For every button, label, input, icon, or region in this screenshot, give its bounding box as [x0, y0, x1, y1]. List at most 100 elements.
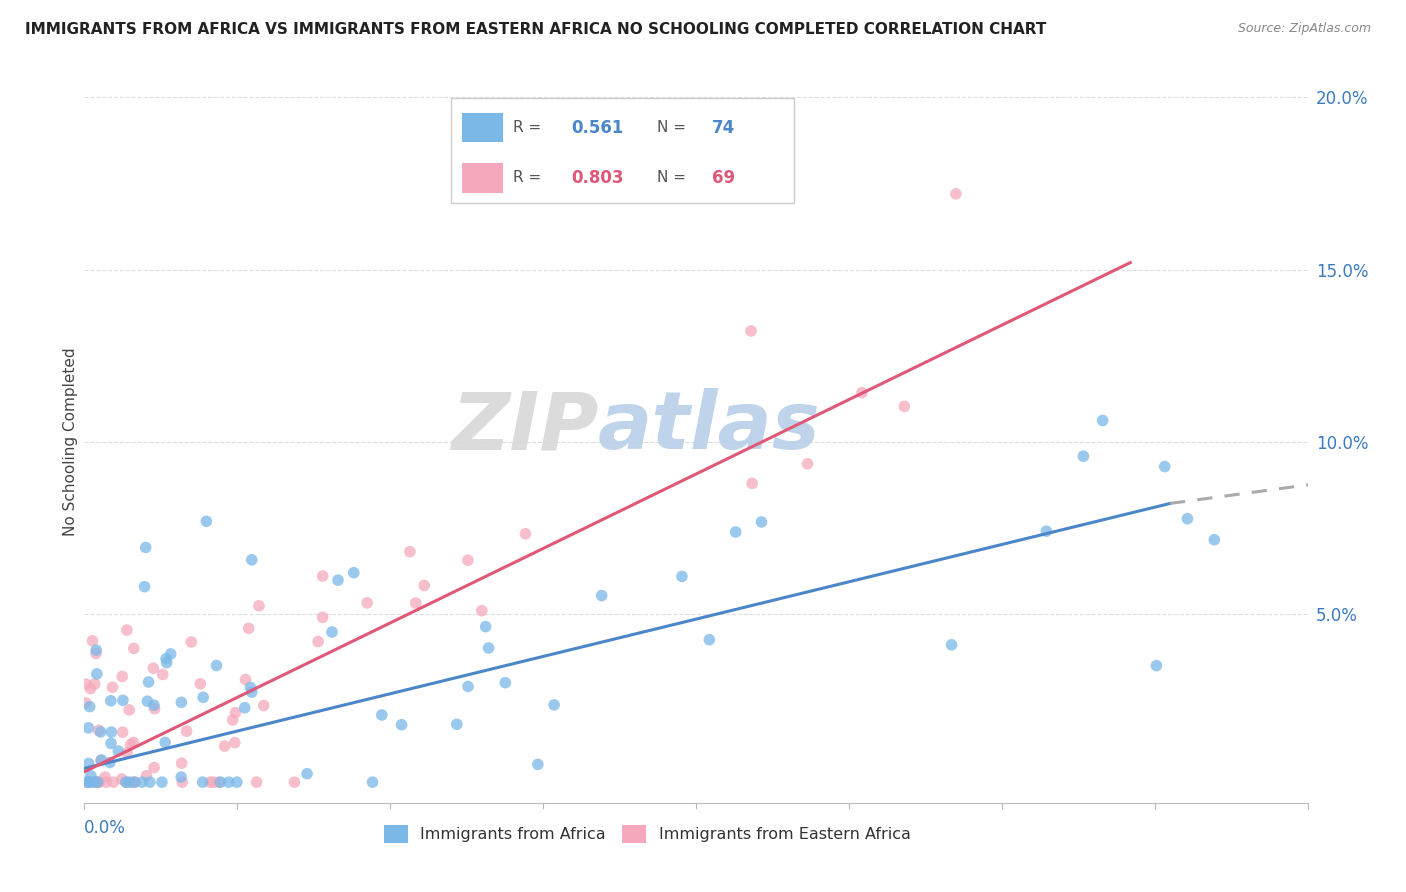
Point: [82, 633, 104, 648]
Point: [118, 775, 141, 789]
Point: [253, 698, 276, 713]
Point: [90, 754, 112, 768]
Point: [202, 775, 225, 789]
Point: [170, 695, 193, 709]
Point: [221, 713, 243, 727]
Point: [195, 514, 218, 528]
Point: [122, 641, 145, 656]
Point: [84, 647, 107, 661]
Point: [205, 658, 228, 673]
Point: [103, 775, 125, 789]
Point: [343, 566, 366, 580]
Point: [591, 589, 613, 603]
Point: [111, 669, 134, 683]
Point: [188, 677, 211, 691]
Point: [311, 610, 333, 624]
Point: [494, 675, 516, 690]
Point: [209, 775, 232, 789]
Point: [233, 700, 256, 714]
Point: [457, 680, 479, 694]
Point: [413, 578, 436, 592]
Point: [446, 717, 468, 731]
Point: [356, 596, 378, 610]
Point: [214, 739, 236, 753]
Point: [235, 673, 257, 687]
Point: [100, 725, 122, 739]
Point: [1091, 413, 1114, 427]
Point: [247, 599, 270, 613]
Point: [139, 775, 162, 789]
Point: [94, 770, 117, 784]
Point: [1144, 658, 1167, 673]
Point: [326, 573, 349, 587]
Point: [391, 718, 413, 732]
Point: [245, 775, 267, 789]
Point: [218, 775, 240, 789]
Point: [115, 775, 138, 789]
Point: [75, 775, 97, 789]
Point: [84, 643, 107, 657]
Point: [150, 775, 173, 789]
Text: atlas: atlas: [598, 388, 821, 467]
Point: [89, 775, 111, 789]
Text: Source: ZipAtlas.com: Source: ZipAtlas.com: [1237, 22, 1371, 36]
Point: [543, 698, 565, 712]
Point: [741, 476, 763, 491]
Point: [527, 757, 550, 772]
Point: [142, 698, 165, 713]
Point: [941, 638, 963, 652]
Point: [172, 775, 194, 789]
Point: [115, 623, 138, 637]
Point: [90, 725, 112, 739]
Point: [111, 772, 134, 786]
Point: [457, 553, 479, 567]
Point: [152, 667, 174, 681]
Point: [111, 693, 134, 707]
Point: [86, 666, 108, 681]
Point: [101, 680, 124, 694]
Point: [98, 756, 121, 770]
Point: [1035, 524, 1057, 538]
Point: [751, 515, 773, 529]
Point: [283, 775, 305, 789]
Point: [94, 775, 117, 789]
Point: [114, 775, 136, 789]
Point: [170, 756, 193, 771]
Point: [77, 775, 100, 789]
Point: [80, 769, 103, 783]
Point: [115, 746, 138, 760]
Point: [122, 735, 145, 749]
Point: [124, 775, 146, 789]
Point: [77, 721, 100, 735]
Point: [307, 634, 329, 648]
Point: [124, 775, 146, 789]
Point: [515, 526, 537, 541]
Point: [671, 569, 693, 583]
Point: [135, 769, 157, 783]
Point: [724, 524, 747, 539]
Point: [399, 544, 422, 558]
Point: [135, 541, 157, 555]
Point: [239, 681, 262, 695]
Point: [1204, 533, 1226, 547]
Point: [77, 775, 100, 789]
Point: [86, 775, 108, 789]
Point: [75, 677, 97, 691]
Point: [83, 677, 105, 691]
Point: [226, 775, 249, 789]
Y-axis label: No Schooling Completed: No Schooling Completed: [63, 347, 77, 536]
Point: [142, 661, 165, 675]
Point: [224, 736, 246, 750]
Text: IMMIGRANTS FROM AFRICA VS IMMIGRANTS FROM EASTERN AFRICA NO SCHOOLING COMPLETED : IMMIGRANTS FROM AFRICA VS IMMIGRANTS FRO…: [25, 22, 1046, 37]
Point: [193, 690, 215, 705]
Point: [90, 753, 112, 767]
Point: [405, 596, 427, 610]
Point: [240, 685, 263, 699]
Point: [191, 775, 214, 789]
Point: [138, 675, 160, 690]
Point: [1177, 512, 1199, 526]
Point: [477, 640, 499, 655]
Point: [156, 656, 179, 670]
Point: [79, 681, 101, 696]
Point: [208, 775, 231, 789]
